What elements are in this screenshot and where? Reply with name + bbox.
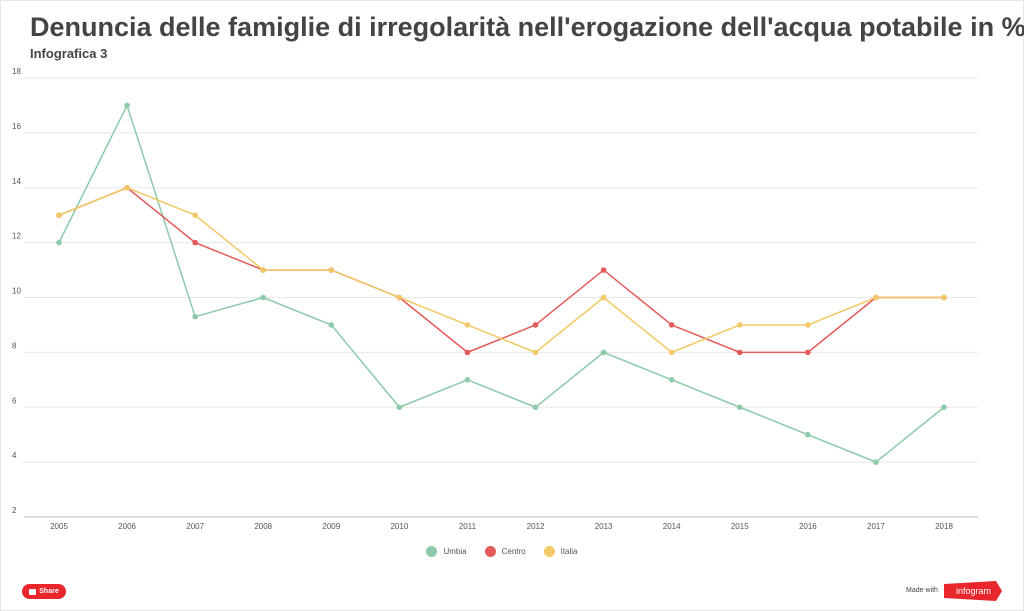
data-point-centro bbox=[600, 267, 607, 273]
x-tick-label: 2007 bbox=[186, 522, 204, 531]
series-line-italia bbox=[58, 187, 944, 354]
data-point-umbia bbox=[532, 404, 539, 411]
data-point-italia bbox=[873, 294, 879, 301]
data-point-italia bbox=[600, 294, 607, 301]
x-tick-label: 2014 bbox=[663, 522, 681, 531]
data-point-italia bbox=[328, 267, 335, 273]
data-point-italia bbox=[56, 212, 62, 218]
data-point-umbia bbox=[668, 377, 675, 383]
series-line-centro bbox=[58, 187, 944, 354]
data-point-centro bbox=[464, 349, 471, 356]
data-point-centro bbox=[736, 349, 743, 356]
x-tick-label: 2008 bbox=[254, 522, 272, 531]
x-tick-label: 2015 bbox=[731, 522, 749, 531]
series-line-umbia bbox=[58, 104, 945, 463]
x-tick-label: 2006 bbox=[118, 522, 136, 531]
line-chart: 18 16 14 12 10 8 6 4 2 2005 2006 2007 2008 2009 2010 20… bbox=[12, 67, 978, 531]
data-point-umbia bbox=[192, 313, 198, 320]
legend-label: Italia bbox=[560, 547, 578, 556]
share-icon bbox=[29, 588, 37, 595]
data-point-umbia bbox=[600, 349, 607, 356]
share-button[interactable]: Share bbox=[22, 584, 66, 599]
brand-name: infogram bbox=[956, 586, 992, 596]
data-point-umbia bbox=[736, 404, 743, 411]
data-point-italia bbox=[124, 184, 130, 191]
data-point-italia bbox=[668, 349, 675, 356]
x-tick-label: 2012 bbox=[527, 522, 545, 531]
y-tick-label: 16 bbox=[12, 122, 21, 131]
data-point-umbia bbox=[396, 404, 403, 411]
data-point-italia bbox=[532, 349, 539, 356]
x-tick-label: 2005 bbox=[50, 522, 68, 531]
x-tick-label: 2011 bbox=[459, 522, 477, 531]
y-tick-label: 2 bbox=[12, 506, 17, 515]
brand-logo[interactable]: infogram bbox=[944, 581, 1002, 601]
data-point-umbia bbox=[873, 459, 879, 465]
legend-label: Umbia bbox=[443, 547, 467, 556]
data-point-umbia bbox=[56, 239, 62, 246]
data-point-italia bbox=[396, 294, 403, 301]
y-tick-label: 10 bbox=[12, 287, 21, 296]
data-point-umbia bbox=[260, 294, 267, 301]
legend-swatch bbox=[543, 546, 555, 557]
x-tick-label: 2010 bbox=[390, 522, 408, 531]
legend-item-umbia[interactable]: Umbia bbox=[426, 546, 467, 557]
share-label: Share bbox=[39, 588, 59, 595]
y-tick-label: 4 bbox=[12, 451, 17, 460]
legend-label: Centro bbox=[501, 547, 526, 556]
data-point-umbia bbox=[328, 322, 335, 328]
y-tick-label: 14 bbox=[12, 177, 21, 186]
data-point-umbia bbox=[805, 431, 811, 438]
made-with-label: Made with bbox=[906, 587, 938, 594]
data-point-centro bbox=[805, 349, 811, 356]
legend-item-centro[interactable]: Centro bbox=[484, 546, 526, 557]
y-tick-label: 8 bbox=[12, 341, 17, 350]
data-point-italia bbox=[736, 322, 743, 328]
data-point-umbia bbox=[941, 404, 947, 411]
data-point-umbia bbox=[464, 377, 471, 383]
x-tick-label: 2013 bbox=[595, 522, 613, 531]
x-tick-label: 2016 bbox=[799, 522, 817, 531]
x-tick-label: 2017 bbox=[867, 522, 885, 531]
chart-legend: Umbia Centro Italia bbox=[0, 546, 1004, 557]
data-point-italia bbox=[941, 294, 947, 301]
y-tick-label: 18 bbox=[12, 67, 21, 76]
brand-flag-icon bbox=[944, 581, 1002, 601]
y-tick-label: 6 bbox=[12, 396, 17, 405]
legend-swatch bbox=[426, 546, 438, 557]
data-point-centro bbox=[532, 322, 539, 328]
x-tick-label: 2018 bbox=[935, 522, 953, 531]
data-point-umbia bbox=[124, 102, 130, 109]
chart-subtitle: Infografica 3 bbox=[30, 46, 108, 61]
data-point-italia bbox=[805, 322, 811, 328]
data-point-italia bbox=[464, 322, 471, 328]
data-point-italia bbox=[260, 267, 267, 273]
data-point-centro bbox=[668, 322, 675, 328]
data-point-italia bbox=[192, 212, 198, 218]
x-tick-label: 2009 bbox=[322, 522, 340, 531]
data-point-centro bbox=[192, 239, 198, 246]
legend-item-italia[interactable]: Italia bbox=[543, 546, 578, 557]
chart-title: Denuncia delle famiglie di irregolarità … bbox=[30, 12, 1024, 42]
y-tick-label: 12 bbox=[12, 232, 21, 241]
legend-swatch bbox=[484, 546, 496, 557]
